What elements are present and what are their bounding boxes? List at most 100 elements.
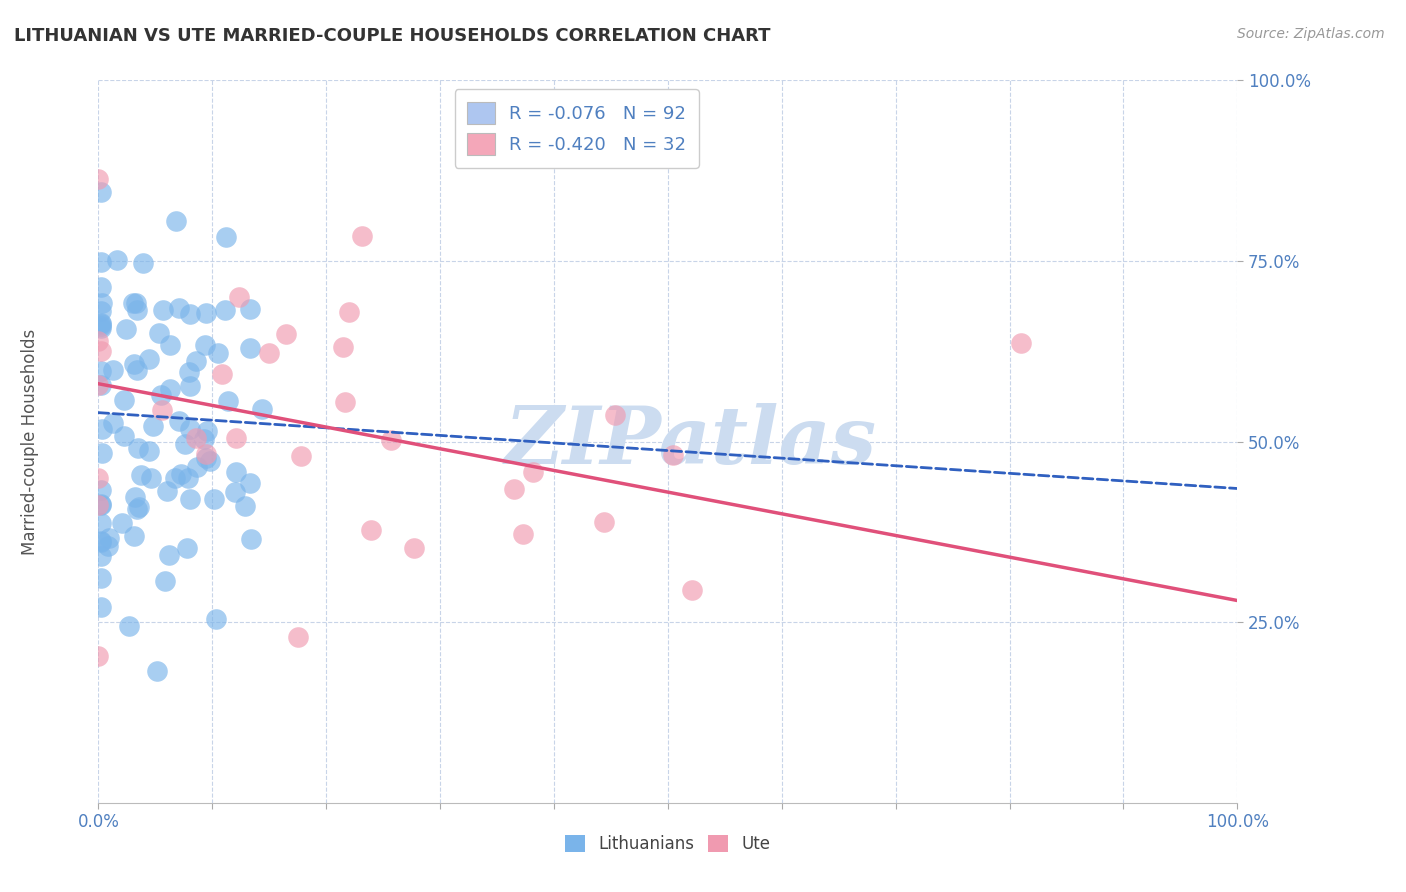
Point [125, 296, 148, 310]
Point [157, 548, 180, 562]
Point [142, 419, 165, 434]
Point [522, 466, 544, 480]
Legend: Lithuanians, Ute: Lithuanians, Ute [558, 828, 778, 860]
Point [90, 533, 112, 548]
Point [592, 515, 614, 529]
Point [87, 471, 110, 485]
Point [174, 437, 197, 451]
Point [337, 304, 360, 318]
Point [179, 491, 201, 506]
Point [90, 483, 112, 497]
Text: Source: ZipAtlas.com: Source: ZipAtlas.com [1237, 27, 1385, 41]
Point [124, 490, 146, 504]
Point [87, 378, 110, 392]
Point [239, 341, 262, 355]
Point [380, 433, 402, 447]
Point [105, 253, 128, 268]
Point [402, 541, 425, 555]
Point [333, 395, 356, 409]
Point [214, 303, 236, 318]
Point [90, 296, 112, 310]
Point [129, 468, 152, 483]
Point [101, 416, 124, 430]
Point [332, 340, 354, 354]
Point [112, 393, 135, 408]
Point [211, 367, 233, 381]
Point [217, 394, 239, 409]
Point [122, 529, 145, 543]
Point [167, 301, 190, 315]
Point [87, 498, 110, 512]
Point [202, 491, 225, 506]
Point [90, 321, 112, 335]
Point [193, 432, 215, 446]
Point [87, 334, 110, 348]
Point [194, 447, 217, 461]
Point [90, 498, 112, 512]
Point [240, 532, 263, 546]
Point [233, 499, 256, 513]
Point [138, 444, 160, 458]
Point [90, 317, 112, 331]
Point [224, 484, 246, 499]
Point [91, 445, 114, 459]
Point [239, 302, 262, 317]
Point [98, 531, 121, 545]
Point [90, 549, 112, 564]
Point [90, 535, 112, 549]
Text: Married-couple Households: Married-couple Households [21, 328, 39, 555]
Point [167, 414, 190, 428]
Point [290, 450, 312, 464]
Point [225, 431, 247, 445]
Point [125, 303, 148, 318]
Point [91, 422, 114, 436]
Point [153, 574, 176, 588]
Point [195, 425, 218, 439]
Point [198, 453, 221, 467]
Point [148, 326, 170, 340]
Point [184, 354, 207, 368]
Point [125, 502, 148, 516]
Point [170, 467, 193, 481]
Point [132, 256, 155, 270]
Point [87, 648, 110, 663]
Point [90, 304, 112, 318]
Point [225, 466, 247, 480]
Point [252, 401, 274, 416]
Point [603, 408, 626, 422]
Point [90, 344, 112, 359]
Point [150, 402, 173, 417]
Point [159, 383, 181, 397]
Point [177, 471, 200, 485]
Point [90, 316, 112, 330]
Point [125, 363, 148, 377]
Point [661, 448, 683, 462]
Point [90, 364, 112, 378]
Point [179, 307, 201, 321]
Point [90, 516, 112, 530]
Point [215, 230, 238, 244]
Point [195, 306, 218, 320]
Point [115, 322, 138, 336]
Point [207, 346, 229, 360]
Point [156, 483, 179, 498]
Point [118, 619, 141, 633]
Point [103, 363, 125, 377]
Point [90, 280, 112, 294]
Point [503, 482, 526, 496]
Point [122, 295, 145, 310]
Point [112, 429, 135, 443]
Point [90, 186, 112, 200]
Point [111, 516, 134, 531]
Point [90, 571, 112, 585]
Point [205, 611, 228, 625]
Point [141, 471, 163, 485]
Point [152, 302, 174, 317]
Point [138, 351, 160, 366]
Point [90, 600, 112, 615]
Point [276, 327, 298, 342]
Point [90, 377, 112, 392]
Point [350, 228, 373, 243]
Point [176, 541, 198, 555]
Point [128, 500, 150, 514]
